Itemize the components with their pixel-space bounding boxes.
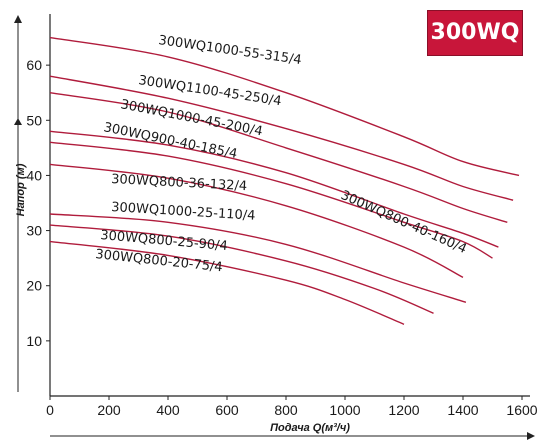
curve-line	[49, 130, 499, 248]
y-tick-label: 40	[26, 167, 42, 183]
y-tick-label: 10	[26, 333, 42, 349]
curve-label: 300WQ800-36-132/4	[111, 172, 248, 194]
curve-line	[49, 92, 508, 223]
y-axis-marker	[14, 118, 22, 125]
y-axis-title: Напор (м)	[15, 163, 27, 216]
x-tick-label: 1200	[388, 402, 419, 418]
curve-line	[49, 240, 405, 325]
x-tick-label: 1400	[447, 402, 478, 418]
x-tick-label: 600	[215, 402, 239, 418]
x-tick-label: 200	[97, 402, 121, 418]
curves	[49, 36, 520, 325]
curve-line	[49, 213, 467, 303]
curve-line	[49, 141, 493, 259]
y-axis-arrow-head	[14, 15, 22, 23]
curve-line	[49, 163, 464, 279]
curve-line	[49, 75, 514, 201]
curve-label: 300WQ1000-25-110/4	[111, 200, 256, 224]
x-tick-label: 800	[274, 402, 298, 418]
curve-labels: 300WQ1000-55-315/4300WQ1100-45-250/4300W…	[95, 33, 469, 275]
x-tick-label: 0	[46, 402, 54, 418]
x-tick-label: 1000	[329, 402, 360, 418]
curve-line	[49, 36, 520, 177]
x-axis-arrow-head	[527, 432, 535, 440]
y-tick-label: 50	[26, 112, 42, 128]
model-badge: 300WQ	[427, 10, 523, 56]
x-tick-label: 1600	[506, 402, 537, 418]
x-tick-label: 400	[156, 402, 180, 418]
axes: 0 200 400 600 800 1000 1200 1400 1600 10 20 30 40 50 6…	[14, 14, 538, 440]
y-tick-label: 60	[26, 57, 42, 73]
y-tick-label: 20	[26, 278, 42, 294]
y-tick-label: 30	[26, 223, 42, 239]
curve-line	[49, 224, 434, 314]
curve-label: 300WQ1000-55-315/4	[157, 33, 302, 68]
x-axis-title: Подача Q(м³/ч)	[270, 422, 350, 434]
